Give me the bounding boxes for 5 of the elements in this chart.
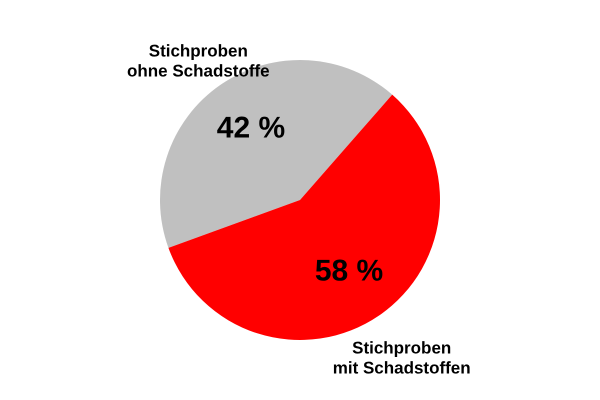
slice-label: Stichproben ohne Schadstoffe [126, 41, 270, 80]
slice-label: Stichproben mit Schadstoffen [332, 338, 471, 378]
data-label: 42 % [216, 111, 286, 144]
data-label: 58 % [314, 254, 384, 288]
pie-slice [168, 94, 440, 340]
